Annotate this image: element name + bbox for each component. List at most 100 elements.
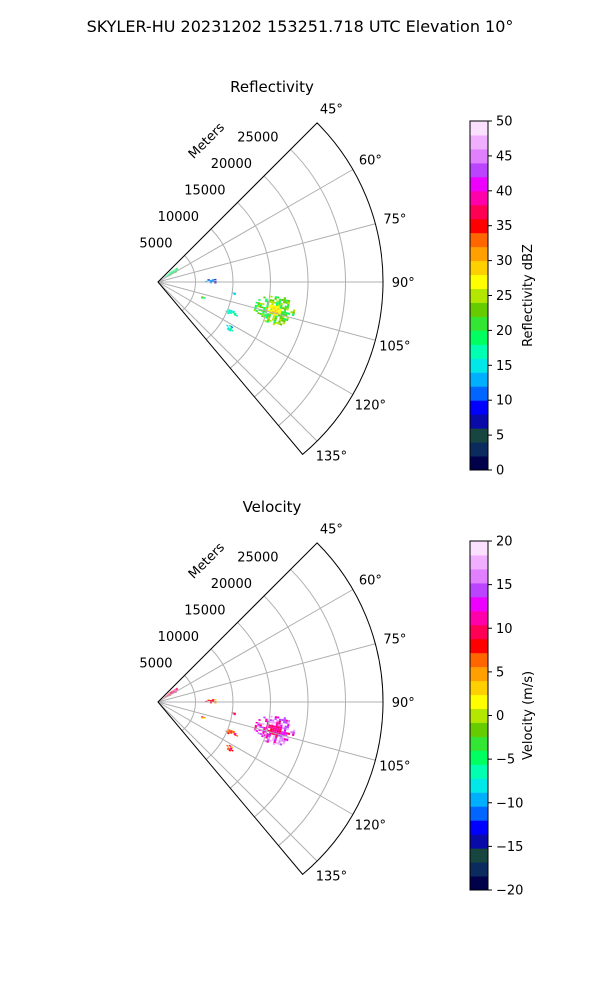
echo-gate	[263, 726, 267, 730]
colorbar-segment	[470, 204, 488, 220]
colorbar-tick-label: 20	[496, 324, 513, 339]
echo-gate	[205, 700, 208, 702]
echo-gate	[214, 702, 217, 704]
azimuth-tick-label: 135°	[316, 449, 347, 464]
colorbar-segment	[470, 582, 488, 598]
echo-gate	[227, 731, 230, 734]
echo-gate	[284, 307, 287, 310]
echo-gate	[176, 688, 179, 691]
colorbar-segment	[470, 806, 488, 821]
range-axis-label: Meters	[186, 120, 228, 162]
echo-gate	[168, 273, 171, 276]
colorbar-tick-label: 5	[496, 429, 504, 444]
echo-gate	[281, 718, 284, 722]
echo-gate	[233, 293, 236, 296]
echo-gate	[273, 320, 276, 324]
echo-gate	[168, 693, 171, 696]
colorbar-tick-label: 15	[496, 359, 513, 374]
echo-gate	[280, 302, 283, 306]
colorbar-segment	[470, 541, 488, 556]
azimuth-tick-label: 75°	[383, 633, 406, 648]
echo-gate	[285, 301, 288, 304]
echo-gate	[168, 273, 171, 276]
echo-gate	[276, 729, 280, 733]
echo-gate	[261, 735, 264, 738]
echo-gate	[209, 280, 212, 282]
echo-gate	[169, 271, 172, 273]
colorbar-segment	[470, 218, 488, 234]
colorbar-label: Velocity (m/s)	[521, 671, 536, 760]
echo-gate	[265, 298, 268, 301]
echo-gate	[226, 328, 230, 331]
colorbar-tick-label: −5	[496, 753, 515, 768]
echo-gate	[265, 316, 269, 319]
echo-gate	[229, 730, 233, 733]
range-ring	[205, 648, 234, 760]
echo-gate	[278, 320, 281, 324]
range-axis-label: Meters	[186, 540, 228, 582]
echo-gate	[283, 739, 286, 743]
range-ring	[278, 149, 346, 427]
echo-gate	[278, 298, 282, 301]
echo-gate	[280, 319, 284, 322]
range-ring	[205, 228, 234, 340]
echo-gate	[274, 296, 278, 299]
echo-gate	[176, 268, 179, 271]
echo-gate	[265, 314, 269, 318]
colorbar-segment	[470, 862, 488, 877]
echo-gate	[169, 275, 172, 277]
echo-gate	[274, 309, 278, 312]
echo-gate	[259, 304, 263, 307]
echo-gate	[272, 308, 275, 312]
echo-gate	[287, 723, 290, 727]
azimuth-line	[157, 169, 354, 283]
echo-gate	[281, 298, 284, 302]
echo-gate	[279, 316, 283, 320]
echo-gate	[226, 324, 229, 327]
echo-gate	[275, 321, 279, 325]
echo-gate	[266, 320, 269, 324]
echo-gate	[176, 688, 179, 691]
echo-gate	[214, 700, 217, 702]
echo-gate	[269, 300, 272, 304]
echo-gate	[282, 721, 286, 724]
echo-gate	[268, 724, 272, 727]
echo-gate	[162, 697, 165, 699]
echo-gate	[203, 296, 206, 299]
colorbar-tick-label: 0	[496, 464, 504, 479]
echo-gate	[274, 297, 277, 301]
echo-gate	[266, 733, 270, 736]
azimuth-tick-label: 90°	[392, 696, 415, 711]
echo-gate	[228, 744, 232, 748]
colorbar-segment	[470, 554, 488, 570]
colorbar-tick-label: 40	[496, 184, 513, 199]
echo-gate	[271, 301, 275, 304]
range-tick-label: 15000	[184, 183, 225, 198]
echo-gate	[169, 695, 172, 697]
echo-gate	[276, 716, 280, 719]
echo-gate	[281, 307, 285, 310]
echo-gate	[283, 297, 287, 300]
echo-gate	[256, 305, 260, 308]
echo-gate	[171, 690, 174, 692]
echo-gate	[169, 274, 172, 277]
velocity-panel: Velocity 45° 60° 75° 90° 105° 120° 135° 5000 1000…	[139, 498, 536, 899]
echo-gate	[256, 725, 260, 728]
echo-gate	[255, 729, 259, 733]
echo-gate	[170, 272, 173, 274]
range-tick-label: 25000	[237, 550, 278, 565]
echo-gate	[272, 307, 276, 310]
echo-cell-108-	[200, 296, 206, 299]
echo-gate	[229, 732, 233, 735]
echo-gate	[270, 308, 273, 311]
echo-gate	[257, 312, 260, 315]
echo-gate	[287, 303, 290, 307]
echo-gate	[229, 310, 233, 313]
echo-gate	[278, 722, 281, 725]
echo-gate	[232, 730, 236, 733]
echo-gate	[168, 273, 171, 275]
panel-title: Velocity	[243, 498, 302, 516]
colorbar-tick-label: −20	[496, 884, 523, 899]
echo-gate	[226, 312, 230, 315]
colorbar-label: Reflectivity dBZ	[521, 244, 536, 347]
